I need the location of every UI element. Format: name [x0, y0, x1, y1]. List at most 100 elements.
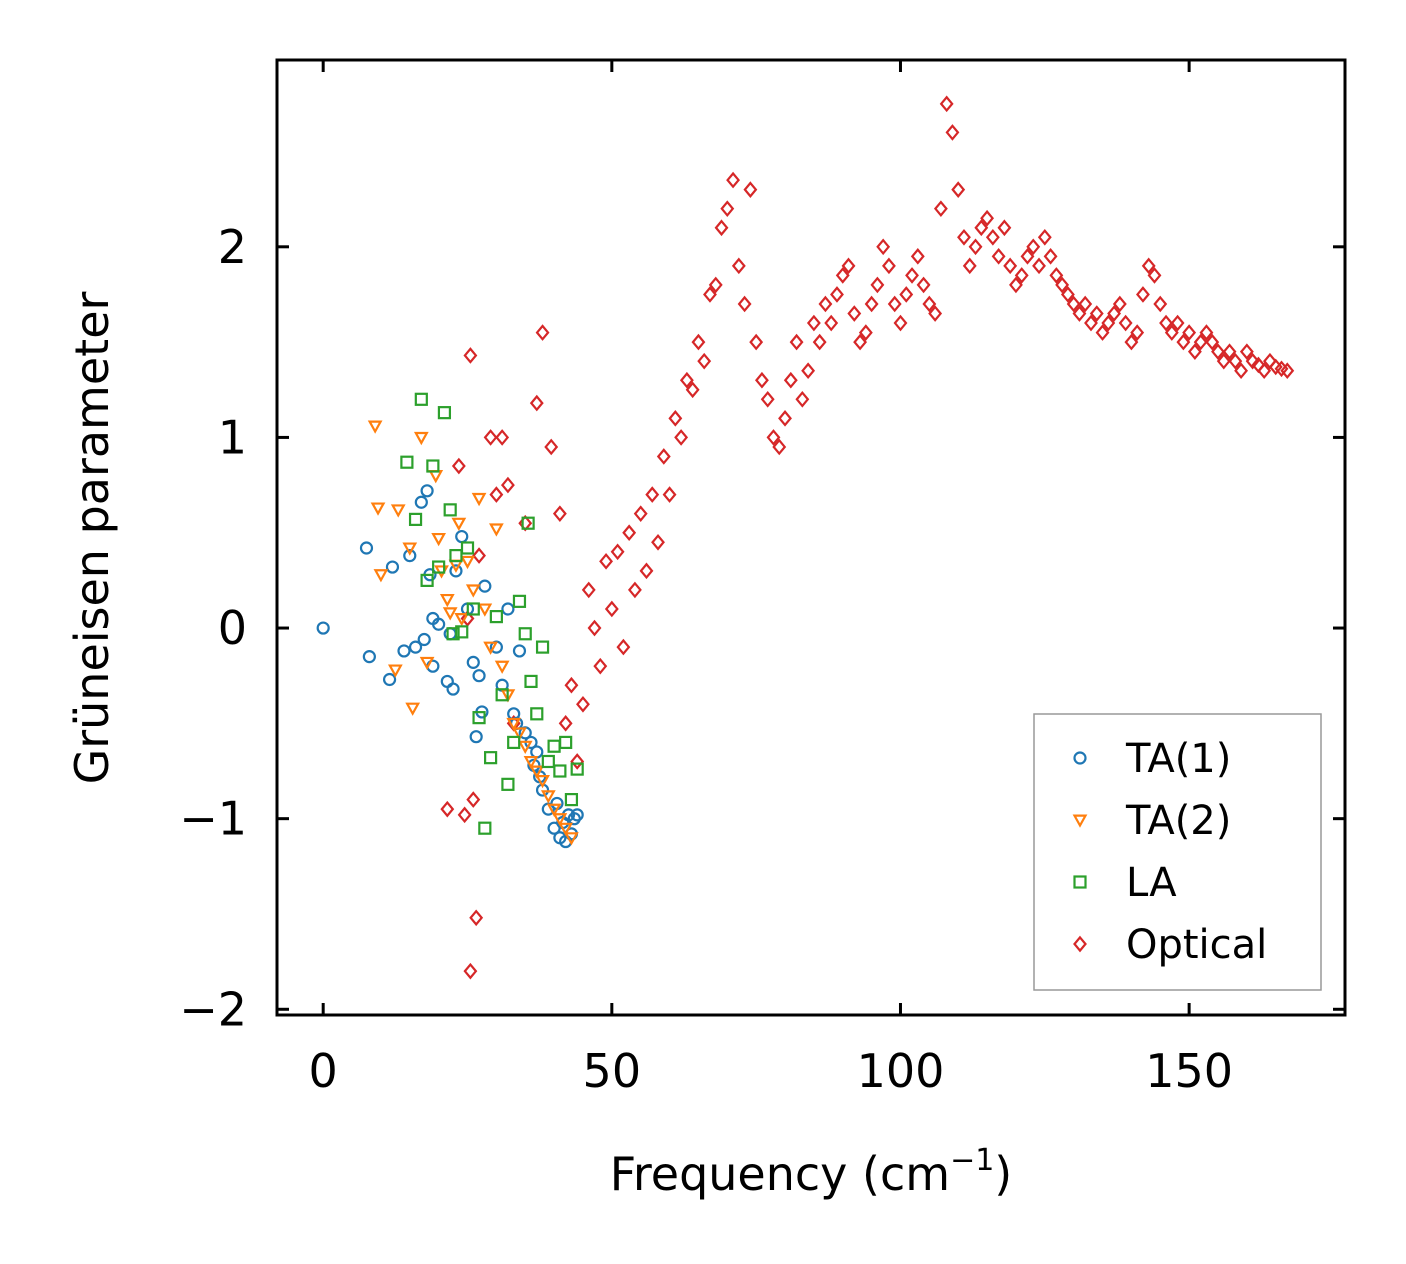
data-point: [501, 777, 515, 791]
legend-label: LA: [1126, 860, 1177, 906]
data-point: [408, 640, 423, 654]
data-point: [951, 181, 966, 198]
y-tick-label: 1: [218, 410, 247, 464]
data-point: [449, 564, 463, 578]
data-point: [478, 821, 492, 835]
data-point: [1055, 276, 1070, 294]
data-point: [928, 305, 943, 322]
data-point: [778, 410, 792, 427]
data-point: [419, 656, 435, 671]
data-point: [726, 171, 740, 189]
data-point: [1176, 333, 1191, 351]
data-point: [651, 533, 665, 551]
data-point: [835, 267, 850, 284]
data-point: [483, 641, 498, 655]
data-point: [1136, 286, 1150, 303]
data-point: [1222, 343, 1237, 360]
data-point: [564, 676, 579, 694]
data-point: [1107, 305, 1122, 322]
data-point: [431, 532, 447, 547]
data-point: [489, 486, 504, 503]
data-point: [466, 655, 480, 669]
data-point: [1003, 257, 1018, 275]
data-point: [754, 371, 769, 389]
data-point: [413, 431, 429, 446]
data-point: [457, 806, 472, 824]
data-point: [570, 762, 584, 776]
data-points: [316, 95, 1295, 980]
data-point: [443, 503, 457, 517]
data-point: [818, 295, 833, 313]
data-point: [1089, 305, 1104, 322]
data-point: [472, 711, 486, 725]
data-point: [367, 420, 383, 434]
data-point: [440, 800, 455, 818]
data-point: [426, 459, 440, 473]
data-point: [553, 764, 567, 778]
data-point: [477, 603, 493, 617]
legend-label: TA(1): [1125, 736, 1231, 782]
data-point: [570, 753, 585, 770]
data-point: [414, 495, 428, 509]
x-tick-label: 0: [309, 1044, 338, 1098]
data-point: [541, 754, 555, 769]
data-point: [512, 727, 527, 741]
data-point: [870, 276, 885, 294]
data-point: [882, 257, 896, 275]
data-point: [564, 832, 579, 846]
data-point: [714, 219, 729, 237]
data-point: [743, 181, 758, 198]
data-point: [957, 228, 971, 246]
axis-ticks: 0 50 100 150 −2 −1 0 1 2: [179, 60, 1345, 1098]
data-point: [1257, 362, 1272, 380]
data-point: [420, 573, 434, 587]
data-point: [922, 295, 937, 313]
data-point: [552, 813, 568, 827]
data-point: [1228, 352, 1243, 370]
data-point: [1043, 248, 1058, 265]
legend-box: [1033, 713, 1322, 991]
data-point: [451, 517, 467, 531]
data-point: [463, 962, 478, 980]
data-point: [945, 124, 960, 141]
data-point: [599, 553, 613, 570]
data-point: [581, 581, 596, 599]
data-point: [766, 429, 781, 446]
data-point: [387, 664, 403, 678]
data-point: [760, 390, 775, 408]
data-point: [420, 484, 434, 498]
plot-frame: [275, 58, 1347, 1017]
data-point: [806, 314, 821, 332]
data-point: [460, 541, 475, 555]
data-point: [446, 627, 460, 641]
data-point: [469, 730, 483, 744]
data-point: [544, 438, 559, 456]
data-point: [523, 755, 539, 770]
series-la: [400, 392, 584, 835]
data-point: [471, 492, 487, 507]
data-point: [530, 707, 544, 721]
data-point: [887, 295, 902, 313]
legend: TA(1) TA(2) LA Optical: [1033, 713, 1322, 991]
data-point: [495, 688, 509, 702]
data-point: [1205, 333, 1220, 351]
data-point: [893, 314, 908, 332]
data-point: [402, 542, 418, 556]
data-point: [507, 735, 521, 750]
data-point: [463, 347, 478, 364]
data-point: [469, 909, 484, 927]
data-point: [524, 674, 538, 689]
data-point: [587, 619, 602, 637]
data-point: [1032, 257, 1046, 275]
data-point: [495, 429, 510, 446]
legend-marker: [1073, 751, 1087, 765]
data-point: [1170, 314, 1185, 332]
data-point: [489, 523, 504, 537]
data-point: [472, 669, 486, 683]
data-point: [616, 638, 631, 656]
data-point: [812, 333, 827, 351]
data-point: [1216, 352, 1231, 370]
data-point: [824, 314, 839, 332]
data-point: [570, 808, 584, 822]
data-point: [876, 238, 891, 256]
